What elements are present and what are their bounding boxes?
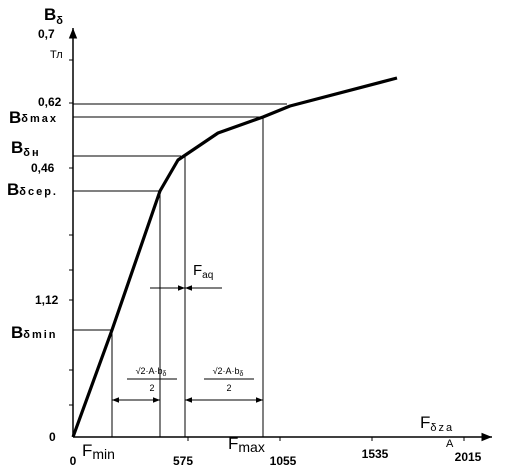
denominator: 2 bbox=[149, 383, 154, 393]
subscript: max bbox=[238, 439, 264, 455]
symbol: F bbox=[193, 262, 202, 279]
level-label: Bδmin bbox=[11, 323, 58, 342]
x-axis-title: Fδza bbox=[420, 413, 454, 434]
x-tick-label: 1535 bbox=[362, 447, 389, 461]
symbol: B bbox=[11, 323, 23, 342]
x-tick-label: 575 bbox=[173, 454, 193, 468]
level-label: Bδmax bbox=[9, 108, 58, 127]
y-axis-title: Bδ bbox=[44, 5, 63, 27]
subscript: δ bbox=[240, 371, 244, 378]
subscript: δн bbox=[23, 147, 40, 159]
marker-label: Fmax bbox=[228, 434, 265, 455]
symbol: B bbox=[7, 180, 19, 199]
x-tick-label: 0 bbox=[70, 454, 77, 468]
subscript: δza bbox=[430, 422, 454, 434]
fraction: √2·A·bδ 2 bbox=[127, 366, 177, 393]
y-tick-label: 1,12 bbox=[35, 293, 59, 307]
symbol: F bbox=[420, 413, 430, 432]
level-label: Bδсер. bbox=[7, 180, 58, 199]
subscript: aq bbox=[202, 270, 213, 281]
x-unit: A bbox=[446, 438, 454, 450]
symbol: F bbox=[228, 434, 238, 453]
y-tick-label: 0 bbox=[49, 430, 56, 444]
axis-ticks bbox=[69, 59, 465, 441]
marker-label: Fmin bbox=[82, 441, 115, 462]
y-unit: Тл bbox=[50, 49, 63, 61]
dimension-arrows bbox=[112, 285, 263, 403]
subscript: min bbox=[92, 446, 115, 462]
numerator: √2·A·bδ bbox=[136, 366, 167, 378]
y-tick-label: 0,7 bbox=[38, 27, 55, 41]
numerator-text: √2·A·b bbox=[213, 366, 240, 376]
magnetization-curve bbox=[71, 76, 398, 438]
reference-lines bbox=[73, 103, 287, 437]
y-tick-label: 0,62 bbox=[38, 95, 62, 109]
marker-label: Faq bbox=[193, 262, 213, 281]
symbol: B bbox=[44, 5, 56, 24]
subscript: δсер. bbox=[19, 186, 58, 198]
x-tick-label: 2015 bbox=[455, 450, 482, 464]
subscript: δ bbox=[163, 371, 167, 378]
subscript: δ bbox=[56, 15, 63, 27]
symbol: B bbox=[11, 138, 23, 157]
fraction: √2·A·bδ 2 bbox=[204, 366, 254, 393]
x-tick-label: 1055 bbox=[270, 454, 297, 468]
subscript: δmax bbox=[21, 113, 58, 125]
level-label: Bδн bbox=[11, 138, 41, 159]
numerator: √2·A·bδ bbox=[213, 366, 244, 378]
numerator-text: √2·A·b bbox=[136, 366, 163, 376]
y-tick-label: 0,46 bbox=[31, 161, 55, 175]
denominator: 2 bbox=[226, 383, 231, 393]
subscript: δmin bbox=[23, 329, 57, 341]
symbol: B bbox=[9, 108, 21, 127]
symbol: F bbox=[82, 441, 92, 460]
